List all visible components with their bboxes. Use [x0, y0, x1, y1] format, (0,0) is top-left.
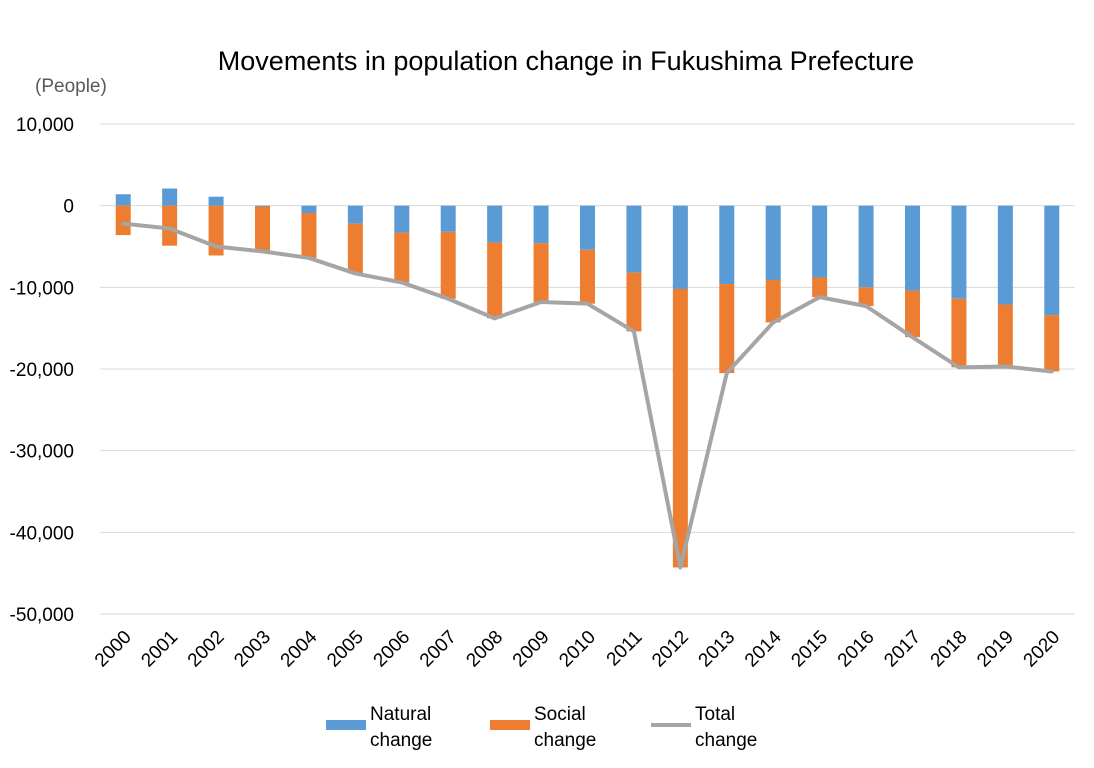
social-change-bar	[765, 279, 781, 323]
x-tick-label: 2002	[184, 627, 229, 672]
social-change-bar	[533, 243, 549, 303]
x-tick-label: 2007	[416, 627, 461, 672]
social-change-bar	[997, 304, 1013, 367]
social-change-bar	[255, 206, 270, 252]
y-tick-label: -40,000	[10, 523, 74, 544]
x-tick-label: 2011	[603, 627, 647, 671]
x-tick-label: 2009	[509, 627, 554, 672]
legend-label: Natural	[370, 704, 431, 725]
x-tick-label: 2015	[787, 627, 832, 672]
natural-change-bar	[997, 205, 1013, 305]
social-change-bar	[951, 298, 967, 368]
natural-change-bar	[719, 205, 735, 285]
grid-lines	[100, 123, 1075, 615]
legend-swatch	[490, 720, 530, 730]
legend: Natural change Social change Total change	[326, 704, 757, 751]
x-tick-label: 2010	[555, 627, 600, 672]
x-tick-label: 2014	[741, 626, 786, 671]
social-change-bar	[812, 277, 828, 298]
natural-change-bar	[255, 205, 270, 207]
legend-label: change	[534, 730, 596, 751]
x-tick-label: 2008	[462, 627, 507, 672]
y-axis-ticks: 10,000 0 -10,000 -20,000 -30,000 -40,000 -50,0…	[10, 115, 74, 626]
legend-label: change	[695, 730, 757, 751]
x-tick-label: 2018	[927, 627, 972, 672]
natural-change-bar	[1044, 205, 1060, 316]
social-change-bar	[580, 249, 595, 304]
y-tick-label: -30,000	[10, 442, 74, 463]
social-change-bar	[440, 231, 456, 299]
legend-label: Total	[695, 704, 735, 725]
y-axis-unit-label: (People)	[35, 76, 107, 97]
x-axis-ticks: 2000 2001 2002 2003 2004 2005 2006 2007 2008 2009…	[91, 626, 1064, 671]
natural-change-bar	[347, 205, 363, 224]
x-tick-label: 2004	[277, 626, 322, 671]
legend-swatch	[326, 720, 366, 730]
x-tick-label: 2013	[695, 627, 740, 672]
y-tick-label: -20,000	[10, 360, 74, 381]
legend-label: change	[370, 730, 432, 751]
x-tick-label: 2006	[370, 627, 415, 672]
social-change-bar	[301, 213, 317, 258]
y-tick-label: -50,000	[10, 605, 74, 626]
social-change-bar	[115, 205, 131, 236]
natural-change-bar	[301, 205, 317, 214]
social-change-bar	[487, 242, 503, 319]
natural-change-bar	[905, 205, 920, 291]
x-tick-label: 2001	[137, 627, 182, 672]
natural-change-bar	[580, 205, 595, 250]
social-change-bar	[719, 284, 735, 374]
x-tick-label: 2003	[230, 627, 275, 672]
legend-label: Social	[534, 704, 586, 725]
bars	[115, 188, 1060, 568]
social-change-bar	[162, 205, 178, 246]
x-tick-label: 2019	[973, 627, 1018, 672]
natural-change-bar	[440, 205, 456, 232]
natural-change-bar	[208, 196, 224, 206]
social-change-bar	[347, 223, 363, 274]
natural-change-bar	[626, 205, 642, 273]
x-tick-label: 2012	[648, 627, 693, 672]
y-tick-label: 10,000	[16, 115, 74, 136]
social-change-bar	[626, 272, 642, 332]
x-tick-label: 2016	[834, 627, 879, 672]
social-change-bar	[905, 290, 920, 338]
natural-change-bar	[951, 205, 967, 299]
y-tick-label: 0	[63, 197, 74, 218]
x-tick-label: 2000	[91, 627, 136, 672]
natural-change-bar	[162, 188, 178, 206]
total-change-line-layer	[121, 221, 1054, 570]
natural-change-bar	[858, 205, 874, 288]
natural-change-bar	[394, 205, 410, 233]
x-tick-label: 2020	[1020, 627, 1065, 672]
social-change-bar	[858, 287, 874, 307]
natural-change-bar	[533, 205, 549, 244]
social-change-bar	[394, 232, 410, 283]
natural-change-bar	[765, 205, 781, 280]
y-tick-label: -10,000	[10, 278, 74, 299]
x-tick-label: 2017	[880, 627, 925, 672]
social-change-bar	[672, 288, 688, 568]
chart-title: Movements in population change in Fukush…	[218, 46, 914, 76]
natural-change-bar	[115, 194, 131, 206]
natural-change-bar	[672, 205, 688, 289]
natural-change-bar	[812, 205, 828, 278]
x-tick-label: 2005	[323, 627, 368, 672]
natural-change-bar	[487, 205, 503, 243]
social-change-bar	[1044, 315, 1060, 372]
